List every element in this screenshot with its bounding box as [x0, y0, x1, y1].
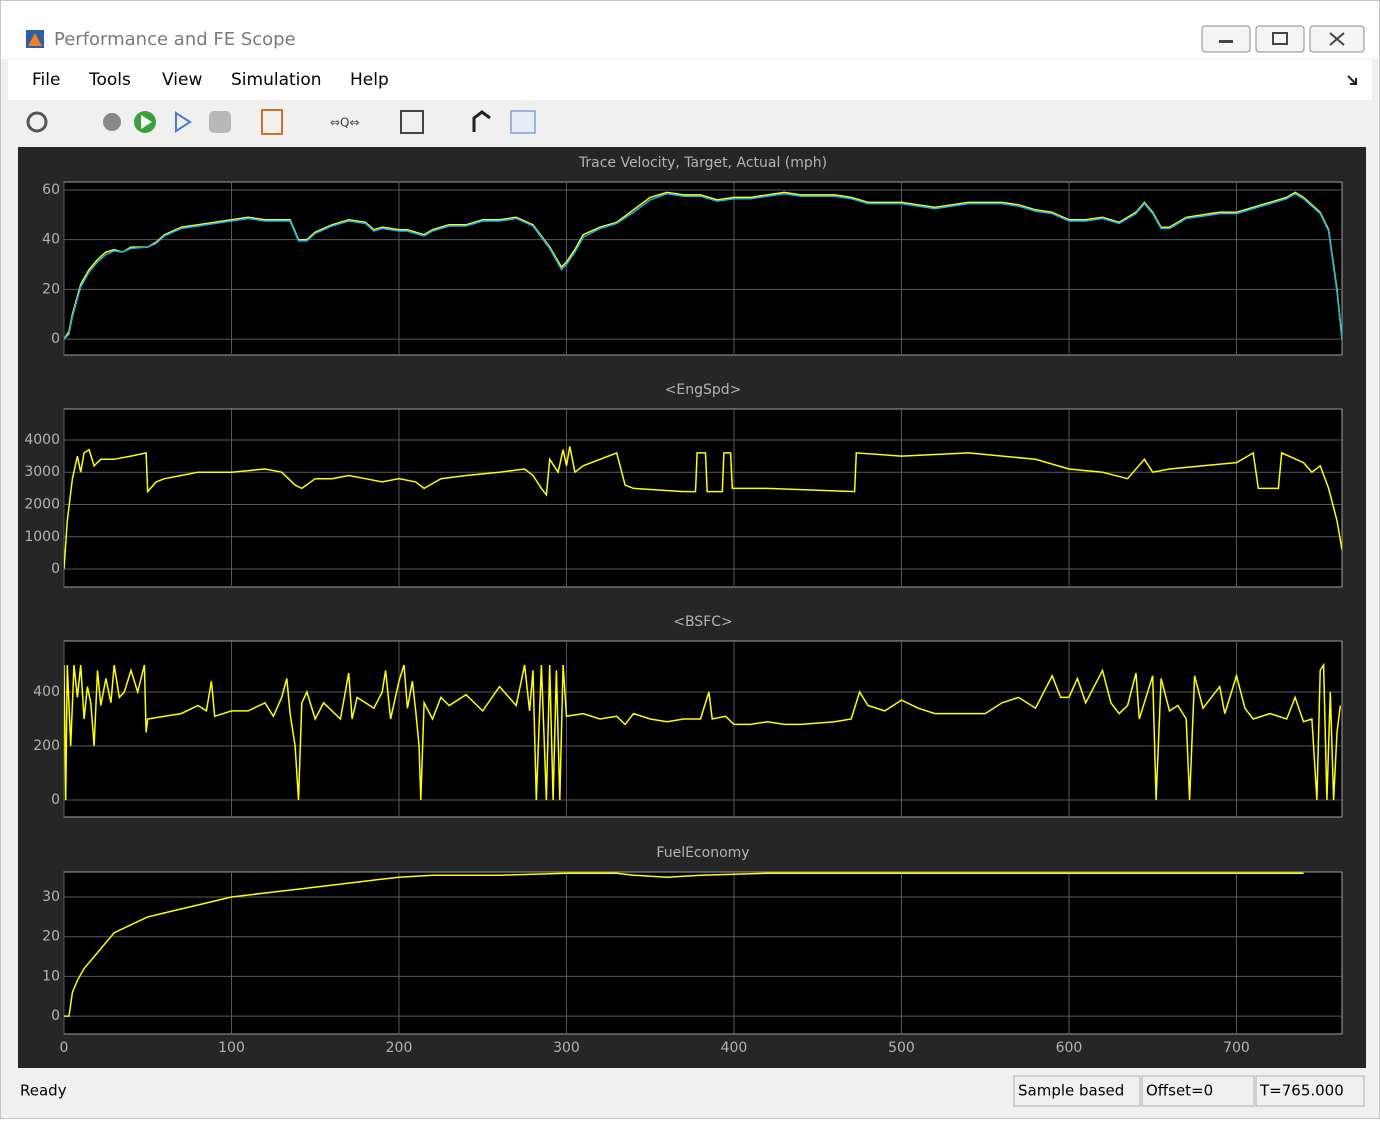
- minimize-button[interactable]: [1201, 25, 1251, 53]
- trigger-button[interactable]: [472, 110, 491, 132]
- status-mode: Sample based: [1018, 1082, 1124, 1100]
- y-tick-label: 2000: [24, 496, 60, 512]
- menu-bar: [8, 60, 1372, 100]
- y-tick-label: 4000: [24, 432, 60, 448]
- axes: [63, 181, 1343, 356]
- status-box: [1141, 1075, 1255, 1107]
- title-bar: [1, 1, 1379, 59]
- y-tick-label: 400: [33, 684, 60, 700]
- menu-item[interactable]: Simulation: [231, 70, 322, 90]
- chart-title: <EngSpd>: [665, 382, 742, 398]
- plots: Trace Velocity, Target, Actual (mph) 0 20 4…: [24, 155, 1343, 1056]
- toolbar-bg: [8, 101, 1372, 145]
- menu-item[interactable]: View: [162, 70, 202, 90]
- menu-dock-icon[interactable]: [1347, 75, 1357, 85]
- x-tick-label: 700: [1223, 1040, 1250, 1056]
- y-tick-label: 0: [51, 792, 60, 808]
- zoom-button[interactable]: ⇔Q⇔: [330, 116, 360, 130]
- y-tick-label: 20: [42, 929, 60, 945]
- axes: [63, 640, 1343, 818]
- status-box: [1013, 1075, 1141, 1107]
- x-tick-label: 400: [721, 1040, 748, 1056]
- step-forward-button[interactable]: [175, 111, 192, 133]
- axes: [63, 871, 1343, 1035]
- series-line: [64, 872, 1304, 1017]
- autoscale-button[interactable]: [400, 110, 424, 134]
- y-tick-label: 30: [42, 889, 60, 905]
- status-box: [1255, 1075, 1365, 1107]
- chart-title: <BSFC>: [673, 614, 733, 630]
- x-tick-label: 300: [553, 1040, 580, 1056]
- status-offset: Offset=0: [1146, 1082, 1213, 1100]
- series-line: [64, 446, 1342, 570]
- maximize-button[interactable]: [1255, 25, 1305, 53]
- minimize-icon: [1219, 40, 1233, 43]
- close-icon: [1329, 32, 1345, 46]
- chart-title: FuelEconomy: [656, 845, 749, 861]
- y-tick-label: 0: [51, 561, 60, 577]
- status-text: Ready: [20, 1082, 67, 1100]
- y-tick-label: 1000: [24, 529, 60, 545]
- maximize-icon: [1272, 32, 1288, 45]
- axes: [63, 408, 1343, 588]
- run-icon: [141, 115, 152, 129]
- y-tick-label: 200: [33, 738, 60, 754]
- menu-item[interactable]: Help: [350, 70, 389, 90]
- highlight-button[interactable]: [261, 109, 283, 135]
- x-tick-label: 500: [888, 1040, 915, 1056]
- series-line: [64, 192, 1342, 340]
- window-title: Performance and FE Scope: [54, 29, 296, 50]
- step-back-button[interactable]: [103, 113, 121, 131]
- status-bar: Ready Sample based Offset=0 T=765.000: [20, 1075, 1365, 1107]
- stop-button[interactable]: [209, 111, 231, 133]
- menu-item[interactable]: Tools: [88, 70, 131, 90]
- status-time: T=765.000: [1259, 1082, 1344, 1100]
- y-tick-label: 3000: [24, 464, 60, 480]
- y-tick-label: 20: [42, 281, 60, 297]
- app-icon-shape: [28, 33, 42, 46]
- menu-item[interactable]: File: [32, 70, 60, 90]
- toolbar: ⇔Q⇔: [8, 101, 1372, 145]
- y-tick-label: 0: [51, 1008, 60, 1024]
- y-tick-label: 10: [42, 968, 60, 984]
- settings-button[interactable]: [26, 111, 48, 133]
- x-tick-label: 100: [218, 1040, 245, 1056]
- y-tick-label: 0: [51, 331, 60, 347]
- x-tick-label: 200: [386, 1040, 413, 1056]
- y-tick-label: 40: [42, 232, 60, 248]
- x-tick-label: 0: [60, 1040, 69, 1056]
- series-line: [64, 662, 1342, 801]
- y-tick-label: 60: [42, 182, 60, 198]
- x-tick-label: 600: [1056, 1040, 1083, 1056]
- chart-title: Trace Velocity, Target, Actual (mph): [578, 155, 827, 171]
- menu: File Tools View Simulation Help: [32, 70, 389, 90]
- measure-button[interactable]: [510, 110, 536, 134]
